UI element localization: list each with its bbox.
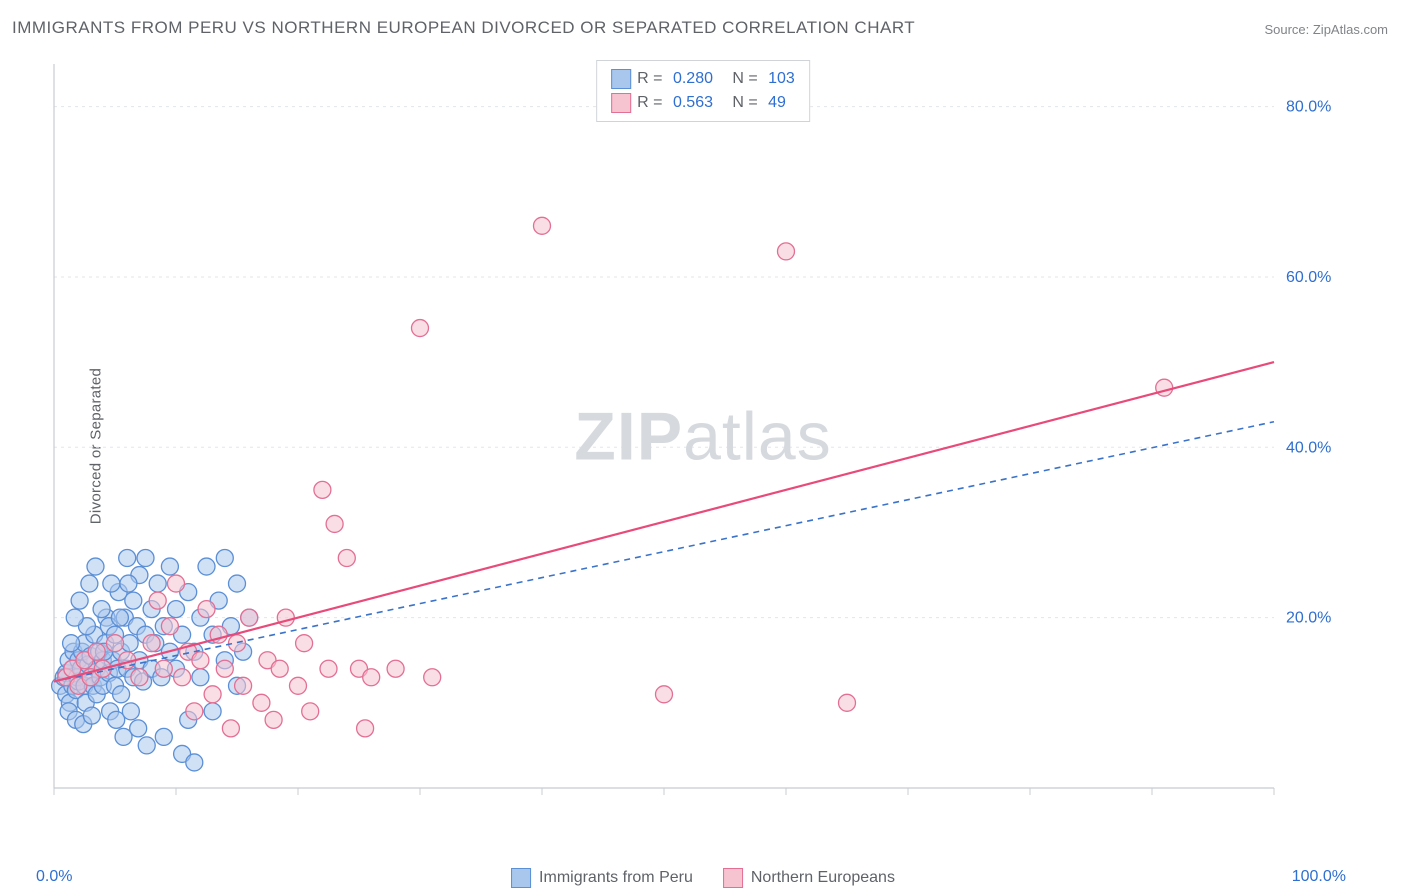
source-attribution: Source: ZipAtlas.com	[1264, 22, 1388, 37]
svg-text:40.0%: 40.0%	[1286, 439, 1331, 456]
n-value: 49	[768, 91, 786, 115]
swatch-series-a-icon	[611, 69, 631, 89]
swatch-series-b-icon	[611, 93, 631, 113]
series-legend: Immigrants from Peru Northern Europeans	[511, 868, 895, 888]
svg-text:20.0%: 20.0%	[1286, 610, 1331, 627]
legend-item-a: Immigrants from Peru	[511, 868, 693, 888]
n-value: 103	[768, 67, 795, 91]
legend-item-b: Northern Europeans	[723, 868, 895, 888]
n-label: N =	[719, 67, 762, 91]
swatch-series-b-icon	[723, 868, 743, 888]
legend-row-b: R = 0.563 N = 49	[611, 91, 795, 115]
x-axis-min-label: 0.0%	[36, 868, 72, 886]
svg-text:80.0%: 80.0%	[1286, 99, 1331, 116]
x-axis-max-label: 100.0%	[1292, 868, 1346, 886]
legend-row-a: R = 0.280 N = 103	[611, 67, 795, 91]
r-value: 0.280	[673, 67, 713, 91]
scatter-plot: 20.0% 40.0% 60.0% 80.0%	[48, 60, 1344, 828]
correlation-legend: R = 0.280 N = 103 R = 0.563 N = 49	[596, 60, 810, 122]
r-label: R =	[637, 91, 667, 115]
swatch-series-a-icon	[511, 868, 531, 888]
series-a-label: Immigrants from Peru	[539, 869, 693, 887]
r-label: R =	[637, 67, 667, 91]
n-label: N =	[719, 91, 762, 115]
chart-title: IMMIGRANTS FROM PERU VS NORTHERN EUROPEA…	[12, 18, 915, 38]
svg-text:60.0%: 60.0%	[1286, 269, 1331, 286]
r-value: 0.563	[673, 91, 713, 115]
series-b-label: Northern Europeans	[751, 869, 895, 887]
